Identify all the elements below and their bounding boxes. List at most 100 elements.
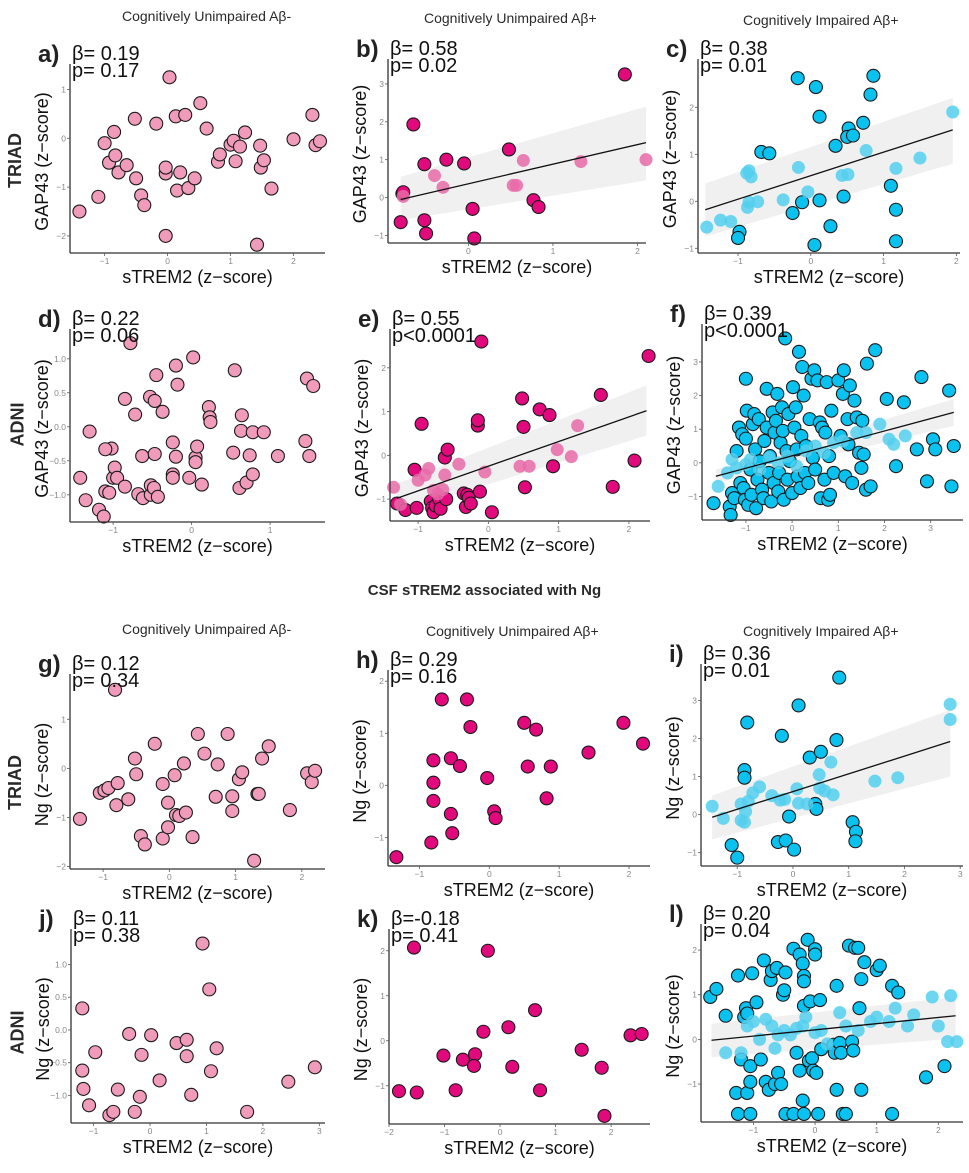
data-point <box>828 138 843 153</box>
x-axis-label: sTREM2 (z−score) <box>757 880 908 900</box>
x-tick-label: 2 <box>902 869 907 879</box>
data-point-light <box>943 697 957 711</box>
data-point <box>545 459 561 474</box>
x-tick-label: 2 <box>627 524 632 534</box>
data-point <box>616 715 631 730</box>
data-point <box>896 395 911 410</box>
data-point <box>756 953 771 968</box>
p-value: p= 0.04 <box>703 920 770 942</box>
y-tick-label: 0 <box>379 193 384 203</box>
y-tick-label: −1 <box>687 1079 697 1089</box>
data-point <box>184 1087 199 1102</box>
y-tick-label: −1 <box>687 848 697 858</box>
data-point <box>426 793 441 808</box>
data-point <box>220 726 235 742</box>
data-point <box>851 940 866 955</box>
data-point <box>778 965 793 980</box>
data-point <box>846 1043 861 1058</box>
data-point <box>863 479 878 494</box>
y-tick-label: 2 <box>692 945 697 955</box>
data-point-light <box>943 712 957 726</box>
y-tick-label: −1 <box>688 491 698 501</box>
data-point-light <box>776 193 790 207</box>
data-point-light <box>522 459 536 473</box>
data-point <box>757 433 772 449</box>
data-point <box>149 116 164 131</box>
data-point <box>96 509 111 524</box>
panel-letter: j) <box>38 906 54 933</box>
y-axis-label: Ng (z−score) <box>350 719 370 823</box>
data-point <box>182 470 197 485</box>
data-point <box>706 496 721 511</box>
data-point <box>225 804 240 819</box>
data-point-light <box>737 815 751 829</box>
data-point <box>414 416 429 431</box>
data-point <box>723 507 738 523</box>
beta-value: β= 0.11 <box>73 908 139 930</box>
data-point <box>109 798 124 813</box>
data-point <box>282 803 297 818</box>
data-point-light <box>753 780 767 794</box>
data-point <box>868 343 883 358</box>
x-tick-label: 2 <box>627 869 632 879</box>
y-tick-label: 1 <box>61 714 66 724</box>
data-point <box>730 850 745 865</box>
y-tick-label: 0 <box>693 458 698 468</box>
x-tick-label: 1 <box>553 1127 558 1137</box>
data-point <box>788 400 803 415</box>
data-point <box>785 206 800 221</box>
x-tick-label: 1 <box>557 869 562 879</box>
data-point <box>605 479 620 494</box>
data-point-light <box>780 449 794 463</box>
column-title-cu-abpos-bottom: Cognitively Unimpaired Aβ+ <box>426 623 599 639</box>
data-point <box>919 474 935 489</box>
data-point <box>190 439 205 454</box>
data-point <box>778 331 793 346</box>
data-point <box>247 853 262 868</box>
data-point <box>188 455 203 470</box>
data-point <box>857 955 872 970</box>
data-point-light <box>436 482 450 496</box>
data-point-light <box>941 1035 955 1049</box>
data-point <box>119 158 134 173</box>
y-tick-label: 1.0 <box>55 959 67 969</box>
data-point <box>440 442 455 457</box>
data-point <box>823 219 838 234</box>
data-point-light <box>868 774 882 788</box>
data-point <box>108 148 123 163</box>
regression-line <box>396 410 647 499</box>
data-point <box>302 448 317 464</box>
data-point <box>270 448 285 464</box>
data-point <box>117 479 132 494</box>
y-tick-label: −1 <box>375 1081 385 1091</box>
data-point <box>393 215 408 230</box>
data-point <box>515 391 530 406</box>
data-point-light <box>438 468 452 482</box>
data-point <box>98 442 113 457</box>
data-point <box>202 982 217 997</box>
beta-value: β= 0.55 <box>392 308 460 330</box>
x-tick-label: −1 <box>440 1127 450 1137</box>
data-point-light <box>799 1010 813 1024</box>
column-title-cu-abneg-top: Cognitively Unimpaired Aβ- <box>122 8 292 24</box>
y-tick-label: 0 <box>692 1034 697 1044</box>
data-point <box>127 1104 142 1119</box>
data-point <box>813 744 828 759</box>
data-point <box>208 789 223 804</box>
x-axis-label: sTREM2 (z−score) <box>122 267 273 287</box>
data-point <box>863 87 878 102</box>
data-point <box>879 391 894 406</box>
data-point <box>812 193 827 208</box>
data-point <box>203 1064 219 1079</box>
data-point <box>193 96 208 111</box>
data-point <box>286 132 301 147</box>
data-point <box>226 445 241 460</box>
data-point <box>516 419 531 434</box>
data-point <box>178 107 193 122</box>
y-tick-label: 1.0 <box>54 354 66 364</box>
data-point <box>110 776 125 791</box>
